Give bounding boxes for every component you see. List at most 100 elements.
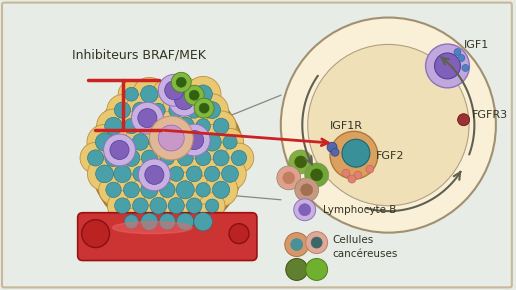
Circle shape bbox=[185, 76, 221, 112]
Circle shape bbox=[160, 119, 175, 134]
Circle shape bbox=[286, 258, 308, 280]
Circle shape bbox=[125, 191, 155, 221]
Circle shape bbox=[159, 182, 175, 197]
Circle shape bbox=[106, 157, 139, 191]
Circle shape bbox=[95, 165, 114, 183]
Circle shape bbox=[189, 176, 217, 204]
Circle shape bbox=[194, 98, 214, 118]
Circle shape bbox=[124, 126, 156, 158]
Circle shape bbox=[291, 239, 303, 251]
Circle shape bbox=[185, 130, 204, 150]
Circle shape bbox=[179, 126, 210, 158]
Circle shape bbox=[176, 117, 195, 135]
Circle shape bbox=[151, 103, 165, 117]
Circle shape bbox=[206, 143, 236, 173]
Circle shape bbox=[136, 113, 163, 139]
Circle shape bbox=[115, 198, 131, 213]
Circle shape bbox=[176, 77, 186, 87]
Circle shape bbox=[348, 175, 356, 183]
Ellipse shape bbox=[112, 222, 192, 234]
Circle shape bbox=[105, 117, 122, 135]
Circle shape bbox=[206, 111, 236, 141]
Circle shape bbox=[426, 44, 470, 88]
Circle shape bbox=[221, 165, 238, 182]
Text: FGFR3: FGFR3 bbox=[472, 110, 508, 120]
Circle shape bbox=[188, 143, 218, 173]
Circle shape bbox=[107, 95, 138, 126]
Circle shape bbox=[176, 213, 194, 230]
Circle shape bbox=[295, 156, 307, 168]
Circle shape bbox=[168, 198, 184, 214]
Circle shape bbox=[82, 220, 109, 248]
Circle shape bbox=[134, 143, 165, 173]
Circle shape bbox=[133, 173, 166, 206]
Circle shape bbox=[294, 199, 316, 221]
Circle shape bbox=[289, 150, 313, 174]
Circle shape bbox=[141, 213, 158, 230]
Text: cancéreuses: cancéreuses bbox=[333, 249, 398, 259]
Circle shape bbox=[158, 74, 190, 106]
Circle shape bbox=[126, 160, 155, 188]
Circle shape bbox=[299, 204, 311, 216]
Circle shape bbox=[99, 175, 128, 205]
Circle shape bbox=[123, 182, 139, 198]
FancyBboxPatch shape bbox=[2, 3, 512, 287]
Circle shape bbox=[458, 55, 465, 61]
Circle shape bbox=[133, 102, 149, 118]
Circle shape bbox=[454, 48, 461, 55]
Circle shape bbox=[199, 103, 209, 113]
Circle shape bbox=[354, 171, 362, 179]
Circle shape bbox=[174, 91, 194, 110]
Text: IGF1: IGF1 bbox=[463, 40, 489, 50]
Circle shape bbox=[342, 169, 350, 177]
Circle shape bbox=[133, 166, 148, 182]
Circle shape bbox=[124, 118, 139, 134]
Circle shape bbox=[169, 78, 202, 111]
Circle shape bbox=[165, 81, 184, 100]
Circle shape bbox=[96, 109, 131, 143]
Circle shape bbox=[141, 124, 176, 160]
Circle shape bbox=[198, 159, 227, 188]
Circle shape bbox=[189, 90, 199, 100]
Circle shape bbox=[87, 157, 122, 191]
Text: Cellules: Cellules bbox=[333, 235, 374, 244]
Circle shape bbox=[169, 103, 184, 117]
Circle shape bbox=[158, 125, 184, 151]
Text: Lymphocyte B: Lymphocyte B bbox=[322, 205, 396, 215]
Circle shape bbox=[205, 199, 219, 213]
Text: FGF2: FGF2 bbox=[376, 151, 405, 161]
Circle shape bbox=[177, 150, 193, 166]
Circle shape bbox=[104, 134, 135, 166]
Circle shape bbox=[105, 149, 122, 167]
Circle shape bbox=[186, 198, 202, 213]
Circle shape bbox=[196, 119, 211, 133]
Circle shape bbox=[308, 44, 469, 206]
Circle shape bbox=[162, 128, 190, 156]
Circle shape bbox=[118, 208, 145, 235]
Circle shape bbox=[194, 85, 213, 104]
Circle shape bbox=[116, 175, 147, 205]
Circle shape bbox=[115, 142, 148, 174]
Circle shape bbox=[203, 133, 221, 151]
Circle shape bbox=[149, 116, 193, 160]
Circle shape bbox=[145, 165, 164, 184]
Circle shape bbox=[305, 232, 328, 253]
Circle shape bbox=[124, 215, 138, 229]
Circle shape bbox=[213, 150, 229, 166]
Circle shape bbox=[168, 172, 203, 207]
Circle shape bbox=[171, 72, 191, 92]
Circle shape bbox=[213, 118, 229, 134]
Circle shape bbox=[204, 173, 238, 206]
Circle shape bbox=[216, 128, 244, 156]
Circle shape bbox=[196, 183, 211, 197]
Circle shape bbox=[185, 204, 221, 239]
Circle shape bbox=[162, 96, 190, 124]
Circle shape bbox=[118, 81, 145, 108]
Circle shape bbox=[109, 129, 136, 155]
Text: IGF1R: IGF1R bbox=[330, 121, 363, 131]
Circle shape bbox=[224, 143, 254, 173]
Circle shape bbox=[169, 135, 184, 149]
Circle shape bbox=[115, 102, 131, 118]
Circle shape bbox=[159, 86, 175, 102]
Circle shape bbox=[186, 166, 202, 182]
